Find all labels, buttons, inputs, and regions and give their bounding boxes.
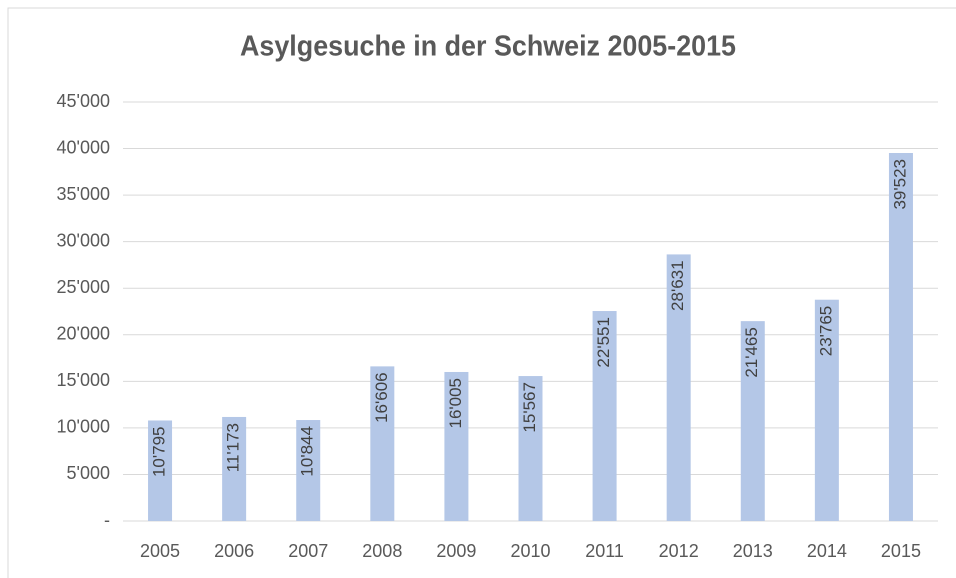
y-tick-label: 5'000 [67,463,110,483]
x-tick-label: 2008 [362,541,402,561]
y-tick-label: 30'000 [57,230,111,250]
data-label: 10'844 [298,426,317,477]
y-tick-label: 35'000 [57,184,111,204]
bar [296,420,321,521]
y-tick-label: 40'000 [57,137,111,157]
y-tick-label: 25'000 [57,277,111,297]
data-label: 39'523 [890,159,909,210]
bar [740,321,765,521]
chart-title: Asylgesuche in der Schweiz 2005-2015 [240,31,736,63]
data-label: 23'765 [816,306,835,357]
x-tick-label: 2014 [807,541,847,561]
data-label: 16'005 [446,378,465,429]
bar [148,420,173,521]
data-label: 10'795 [150,426,169,477]
bar [444,371,469,521]
y-tick-label: 15'000 [57,370,111,390]
x-tick-label: 2006 [214,541,254,561]
bar [888,152,913,521]
x-tick-label: 2013 [733,541,773,561]
x-tick-label: 2015 [881,541,921,561]
x-tick-label: 2005 [140,541,180,561]
bar [518,376,543,521]
data-label: 15'567 [520,382,539,433]
y-tick-label: 20'000 [57,324,111,344]
x-tick-label: 2011 [585,541,624,561]
x-tick-label: 2010 [510,541,550,561]
data-label: 22'551 [594,317,613,368]
x-tick-label: 2009 [436,541,476,561]
data-label: 21'465 [742,327,761,378]
y-tick-label: 45'000 [57,91,111,111]
data-label: 28'631 [668,260,687,311]
bar [592,311,617,521]
bar [814,299,839,521]
bar [370,366,395,521]
x-tick-label: 2012 [659,541,699,561]
y-tick-label: 10'000 [57,417,111,437]
x-tick-label: 2007 [288,541,328,561]
bar [222,416,247,521]
bar [666,254,691,521]
y-tick-label: - [104,510,110,530]
data-label: 11'173 [224,423,243,472]
data-label: 16'606 [372,372,391,423]
